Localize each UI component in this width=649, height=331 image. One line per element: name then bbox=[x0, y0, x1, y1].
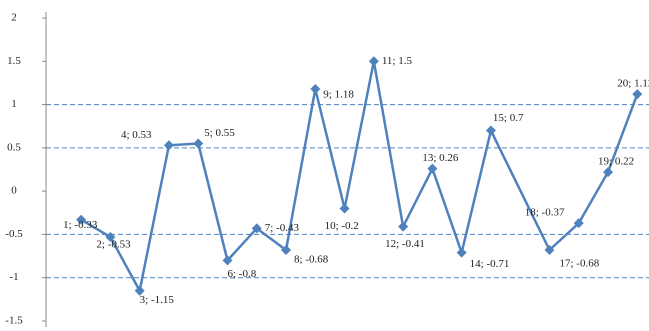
data-label: 8; -0.68 bbox=[294, 254, 329, 266]
data-label: 1; -0.33 bbox=[63, 219, 98, 231]
data-label: 19; 0.22 bbox=[598, 156, 634, 168]
data-label: 18; -0.37 bbox=[525, 207, 565, 219]
marker bbox=[573, 218, 584, 229]
data-label: 5; 0.55 bbox=[204, 127, 235, 139]
marker bbox=[632, 89, 643, 100]
marker bbox=[193, 138, 204, 149]
marker bbox=[485, 125, 496, 136]
y-tick-label: 1.5 bbox=[7, 55, 21, 67]
data-label: 7; -0.43 bbox=[265, 222, 300, 234]
marker bbox=[310, 83, 321, 94]
data-label: 6; -0.8 bbox=[227, 268, 256, 280]
y-tick-label: 2 bbox=[11, 12, 17, 24]
marker bbox=[427, 163, 438, 174]
marker bbox=[76, 214, 87, 225]
line bbox=[80, 61, 639, 295]
y-tick-label: -0.5 bbox=[5, 228, 23, 240]
marker bbox=[544, 245, 555, 256]
y-tick-label: 0 bbox=[11, 185, 17, 197]
marker bbox=[339, 203, 350, 214]
data-label: 20; 1.12 bbox=[617, 78, 649, 90]
marker bbox=[456, 247, 467, 258]
data-label: 2; -0.53 bbox=[96, 239, 131, 251]
data-label: 15; 0.7 bbox=[493, 112, 524, 124]
data-label: 11; 1.5 bbox=[382, 55, 413, 67]
marker bbox=[398, 221, 409, 232]
data-label: 13; 0.26 bbox=[422, 152, 459, 164]
marker bbox=[368, 56, 379, 67]
data-label: 17; -0.68 bbox=[559, 258, 599, 270]
marker bbox=[281, 245, 292, 256]
data-label: 9; 1.18 bbox=[323, 89, 354, 101]
marker bbox=[603, 167, 614, 178]
y-tick-label: -1.5 bbox=[5, 315, 23, 327]
y-tick-label: 0.5 bbox=[7, 141, 21, 153]
data-label: 10; -0.2 bbox=[325, 220, 359, 232]
data-label: 14; -0.71 bbox=[470, 258, 510, 270]
data-label: 12; -0.41 bbox=[385, 238, 425, 250]
y-tick-label: 1 bbox=[11, 98, 17, 110]
data-label: 3; -1.15 bbox=[140, 294, 175, 306]
y-tick-label: -1 bbox=[9, 271, 18, 283]
marker bbox=[251, 223, 262, 234]
data-label: 4; 0.53 bbox=[121, 129, 152, 141]
marker bbox=[134, 285, 145, 296]
marker bbox=[163, 140, 174, 151]
marker bbox=[105, 232, 116, 243]
marker bbox=[222, 255, 233, 266]
